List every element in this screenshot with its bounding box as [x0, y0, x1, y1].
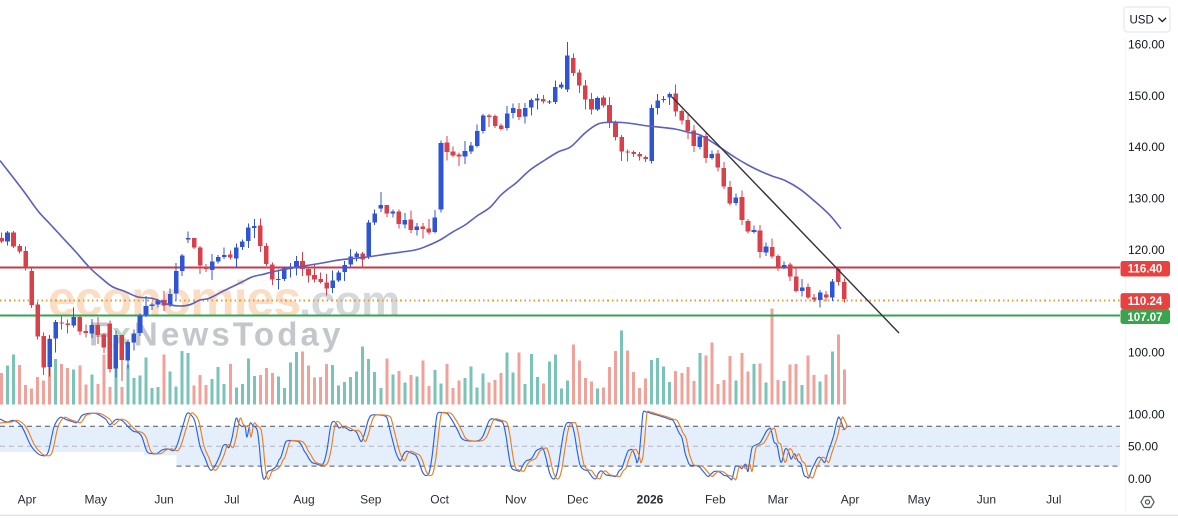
svg-text:116.40: 116.40	[1128, 264, 1163, 276]
svg-text:Feb: Feb	[705, 493, 726, 507]
svg-text:Apr: Apr	[18, 493, 37, 507]
svg-text:Dec: Dec	[567, 493, 588, 507]
svg-text:FxNewsToday: FxNewsToday	[89, 316, 344, 353]
svg-text:Nov: Nov	[505, 493, 526, 507]
svg-text:100.00: 100.00	[1128, 407, 1165, 421]
svg-text:130.00: 130.00	[1128, 192, 1165, 206]
svg-text:140.00: 140.00	[1128, 140, 1165, 154]
svg-text:0.00: 0.00	[1128, 472, 1152, 486]
svg-text:Jul: Jul	[1046, 493, 1061, 507]
svg-text:50.00: 50.00	[1128, 440, 1158, 454]
svg-text:150.00: 150.00	[1128, 89, 1165, 103]
svg-text:100.00: 100.00	[1128, 345, 1165, 359]
svg-text:Sep: Sep	[360, 493, 382, 507]
svg-text:Oct: Oct	[430, 493, 449, 507]
svg-text:110.24: 110.24	[1128, 296, 1163, 308]
svg-text:Jul: Jul	[224, 493, 239, 507]
svg-text:May: May	[908, 493, 931, 507]
svg-text:May: May	[84, 493, 107, 507]
svg-text:Mar: Mar	[768, 493, 789, 507]
svg-text:Apr: Apr	[841, 493, 860, 507]
svg-text:2026: 2026	[637, 493, 664, 507]
svg-text:Jun: Jun	[154, 493, 173, 507]
svg-text:120.00: 120.00	[1128, 243, 1165, 257]
svg-text:160.00: 160.00	[1128, 38, 1165, 52]
svg-text:USD: USD	[1130, 15, 1154, 27]
svg-text:107.07: 107.07	[1127, 312, 1162, 324]
svg-text:Aug: Aug	[293, 493, 314, 507]
svg-text:Jun: Jun	[977, 493, 996, 507]
